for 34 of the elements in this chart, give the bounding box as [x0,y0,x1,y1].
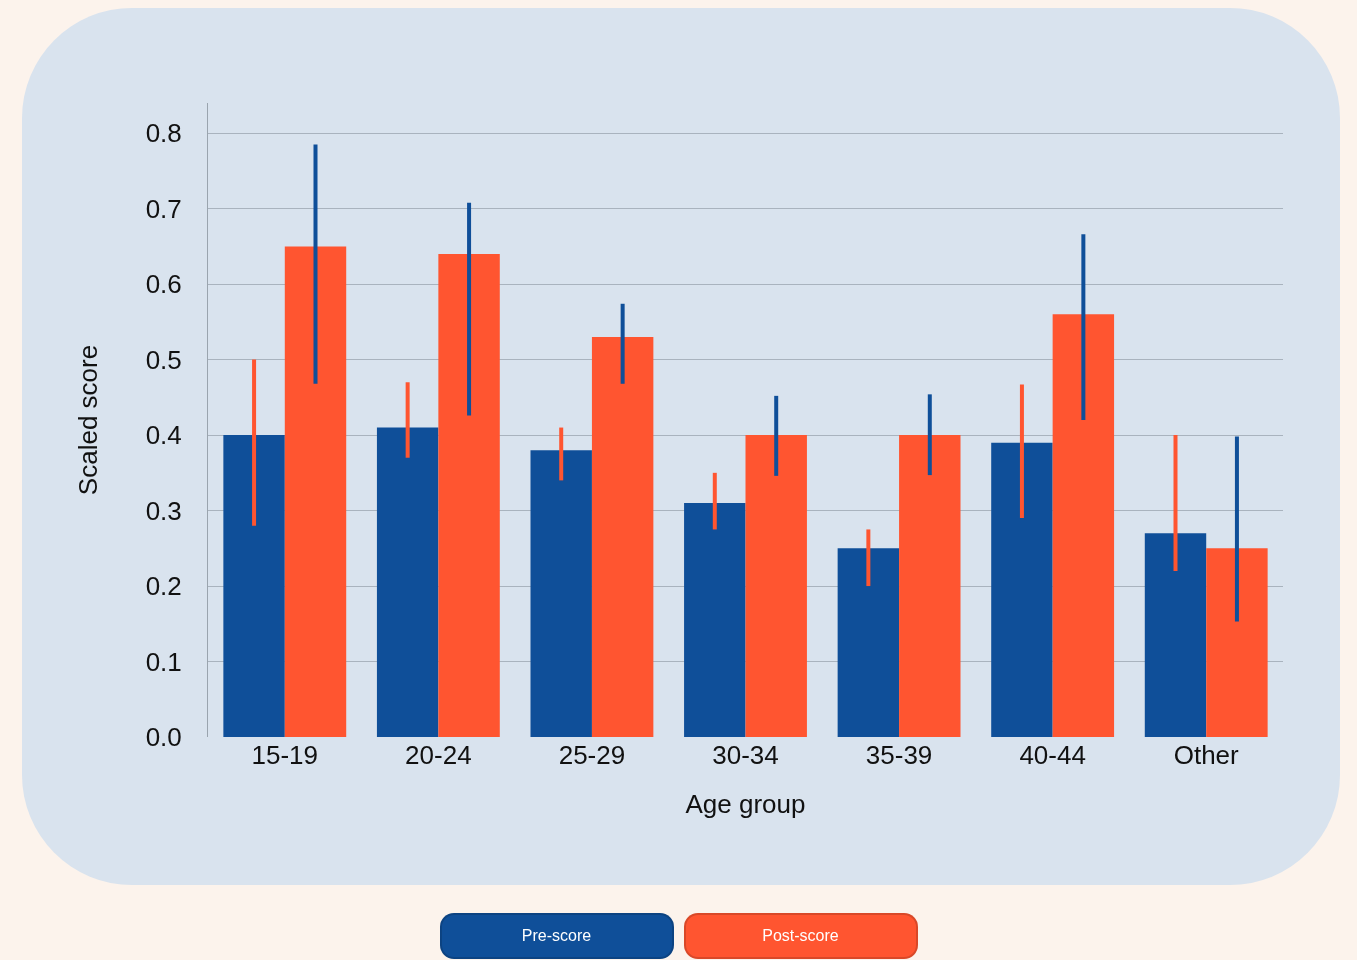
bar [438,253,500,737]
text: Pre-score [439,913,674,959]
y-tick-label: 0.2 [145,571,182,602]
bar [376,427,439,737]
y-tick-label: 0.5 [145,344,182,375]
bar [1206,548,1268,737]
y-tick-label: 0.8 [145,118,182,149]
y-tick-label: 0.7 [145,193,182,224]
x-axis-title: Age group [685,788,806,819]
bar [745,435,807,737]
x-tick-label: 40-44 [1019,740,1086,770]
bar [837,548,900,737]
x-tick-label: 35-39 [865,740,933,770]
bar [991,442,1053,737]
bar [223,435,285,737]
x-tick-label: 25-29 [558,740,626,770]
x-tick-label: 20-24 [405,740,472,770]
y-axis-title: Scaled score [73,344,104,496]
bar [899,435,961,737]
x-tick-label: Other [1173,740,1240,770]
text: Post-score [683,913,918,959]
bar [1052,314,1115,737]
y-tick-label: 0.6 [145,269,182,300]
y-tick-label: 0.4 [145,420,182,451]
bar [591,336,654,737]
x-tick-label: 30-34 [712,740,779,770]
bar [684,503,746,737]
bar [530,450,592,737]
y-tick-label: 0.1 [145,646,182,677]
bar [1144,533,1207,737]
x-tick-label: 15-19 [251,740,319,770]
y-tick-label: 0.0 [145,722,182,753]
bar [284,246,347,737]
y-tick-label: 0.3 [145,495,182,526]
